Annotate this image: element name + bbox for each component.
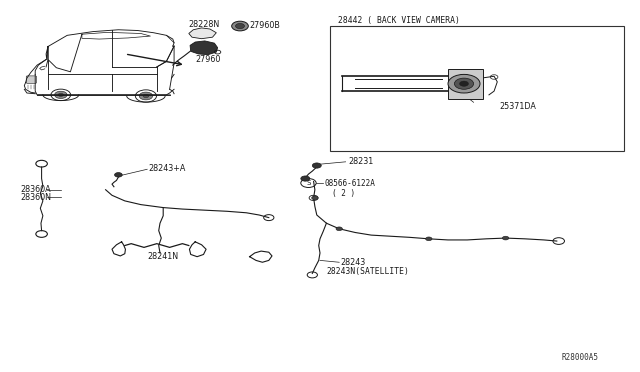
Circle shape: [115, 173, 122, 177]
Circle shape: [448, 74, 480, 93]
Circle shape: [58, 93, 63, 96]
Text: 28243N(SATELLITE): 28243N(SATELLITE): [326, 267, 409, 276]
Text: 28241N: 28241N: [147, 252, 179, 261]
Text: 08566-6122A: 08566-6122A: [324, 179, 375, 187]
Circle shape: [454, 78, 474, 89]
Circle shape: [426, 237, 432, 241]
Bar: [448, 69, 483, 99]
Text: 27960B: 27960B: [250, 21, 280, 30]
Text: R28000A5: R28000A5: [562, 353, 599, 362]
Circle shape: [312, 163, 321, 168]
Text: 28442 ( BACK VIEW CAMERA): 28442 ( BACK VIEW CAMERA): [338, 16, 460, 25]
Text: 25371DA: 25371DA: [499, 102, 536, 110]
Circle shape: [312, 196, 318, 200]
Circle shape: [460, 81, 468, 86]
Text: S: S: [307, 180, 310, 186]
Polygon shape: [190, 41, 218, 55]
Text: 28360N: 28360N: [20, 193, 51, 202]
Circle shape: [236, 23, 244, 29]
Bar: [330, 26, 624, 151]
Text: 28228N: 28228N: [189, 20, 220, 29]
Text: 28360A: 28360A: [20, 185, 51, 194]
Text: ( 2 ): ( 2 ): [332, 189, 355, 198]
Circle shape: [301, 176, 310, 181]
Polygon shape: [189, 28, 216, 39]
Circle shape: [502, 236, 509, 240]
Circle shape: [336, 227, 342, 231]
Circle shape: [54, 91, 67, 99]
Text: 28231: 28231: [349, 157, 374, 166]
FancyBboxPatch shape: [26, 76, 36, 83]
Circle shape: [140, 92, 153, 100]
Text: 28243: 28243: [340, 258, 365, 267]
Circle shape: [232, 21, 248, 31]
Circle shape: [143, 94, 149, 98]
Text: 27960: 27960: [196, 55, 221, 64]
Text: 28243+A: 28243+A: [148, 164, 186, 173]
